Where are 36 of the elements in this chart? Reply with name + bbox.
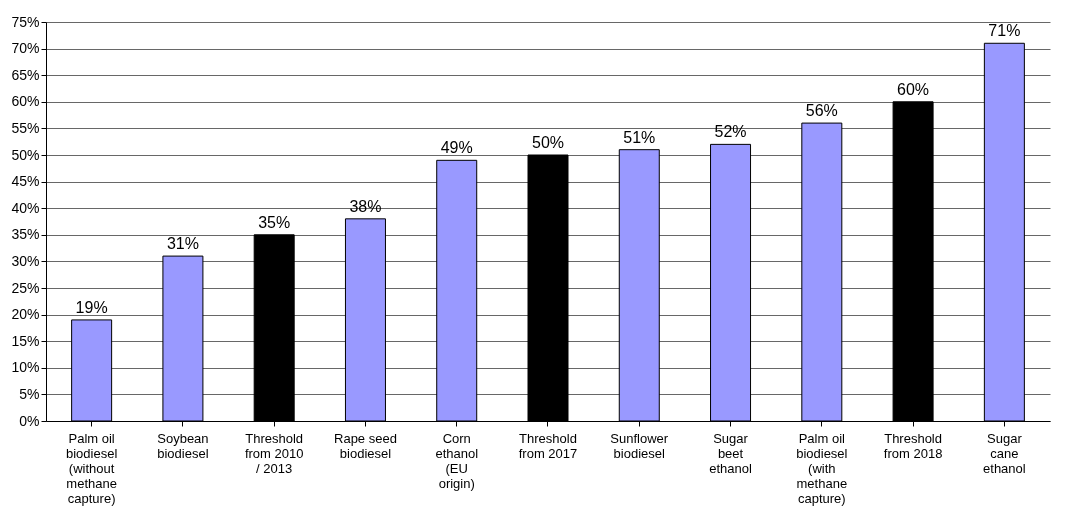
data-label: 35% bbox=[258, 213, 291, 231]
y-tick-label: 20% bbox=[11, 306, 40, 323]
x-tick-label: Threshold from 2018 bbox=[883, 430, 943, 461]
data-label: 51% bbox=[623, 128, 656, 146]
x-tick-label: Threshold from 2010 / 2013 bbox=[244, 430, 304, 476]
data-label: 31% bbox=[166, 235, 199, 253]
y-tick-label: 50% bbox=[11, 146, 40, 163]
y-tick-label: 75% bbox=[11, 13, 40, 30]
y-tick-label: 0% bbox=[19, 412, 40, 429]
data-label: 50% bbox=[531, 134, 565, 151]
y-tick-label: 60% bbox=[11, 93, 40, 110]
y-tick-label: 5% bbox=[19, 385, 40, 402]
x-tick-label: Soybean biodiesel bbox=[157, 430, 209, 461]
x-tick-label: Palm oil biodiesel (without methane capture) bbox=[65, 430, 118, 506]
y-tick-label: 35% bbox=[11, 226, 40, 243]
x-tick-label: Corn ethanol (EU origin) bbox=[435, 430, 479, 491]
y-tick-label: 45% bbox=[11, 173, 40, 190]
y-tick-label: 25% bbox=[11, 279, 40, 296]
y-tick-label: 65% bbox=[11, 66, 40, 83]
y-tick-label: 15% bbox=[11, 332, 40, 349]
data-label: 60% bbox=[897, 80, 930, 98]
x-tick-label: Sugar cane ethanol bbox=[983, 430, 1026, 476]
data-label: 49% bbox=[440, 139, 473, 157]
y-tick-label: 40% bbox=[11, 199, 40, 216]
data-label: 19% bbox=[75, 298, 108, 316]
x-tick-label: Sunflower biodiesel bbox=[610, 430, 669, 461]
x-tick-label: Threshold from 2017 bbox=[518, 430, 578, 461]
x-tick-label: Sugar beet ethanol bbox=[709, 430, 752, 476]
y-tick-label: 70% bbox=[11, 40, 40, 57]
data-label: 71% bbox=[988, 22, 1021, 40]
y-tick-label: 10% bbox=[11, 359, 40, 376]
data-label: 56% bbox=[805, 102, 838, 120]
y-tick-label: 55% bbox=[11, 119, 40, 136]
x-tick-label: Palm oil biodiesel (with methane capture) bbox=[796, 430, 848, 506]
x-tick-label: Rape seed biodiesel bbox=[334, 430, 397, 461]
y-tick-label: 30% bbox=[11, 252, 40, 269]
